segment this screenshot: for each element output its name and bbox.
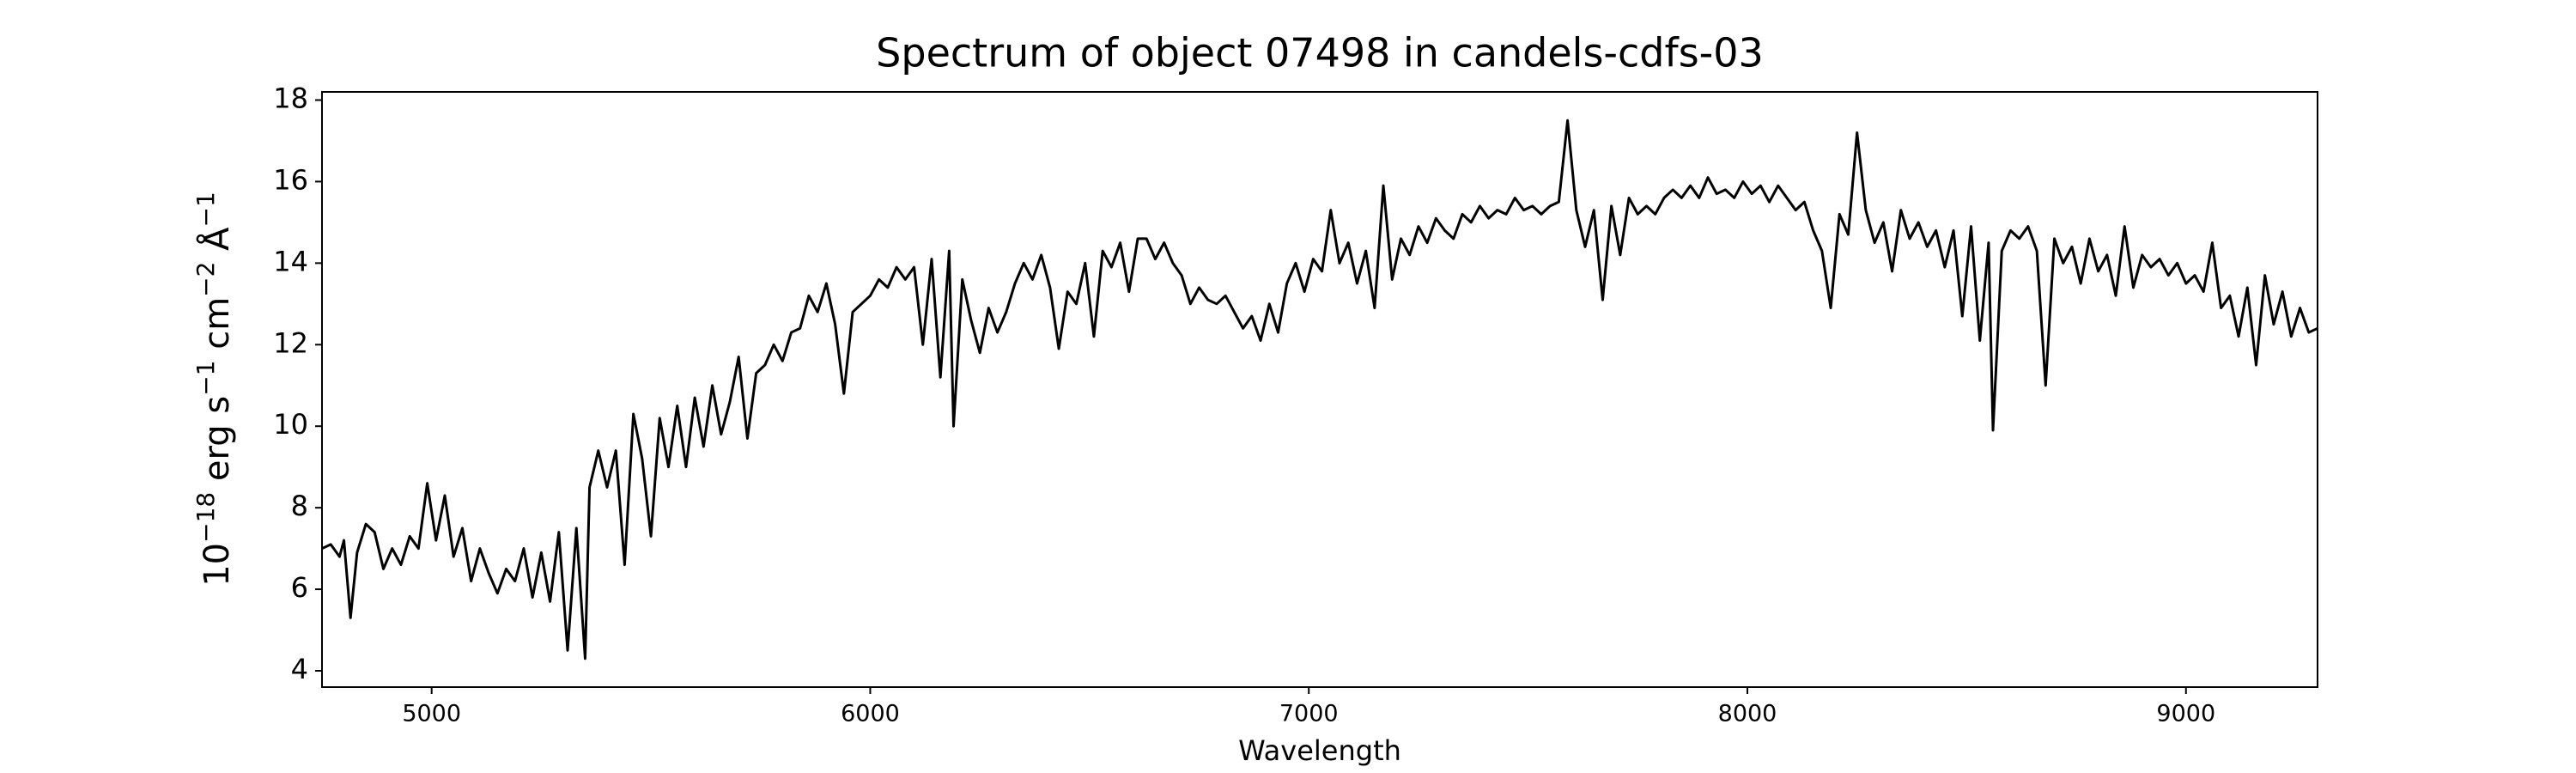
x-tick-label: 5000 bbox=[402, 701, 461, 727]
x-tick-label: 6000 bbox=[841, 701, 900, 727]
y-tick-label: 8 bbox=[291, 490, 308, 522]
y-tick-label: 6 bbox=[291, 571, 308, 604]
y-label-exponent: −1 bbox=[191, 192, 220, 227]
x-tick-label: 8000 bbox=[1718, 701, 1777, 727]
y-tick-label: 12 bbox=[273, 326, 308, 359]
y-label-text: 10 bbox=[197, 543, 237, 587]
y-axis-label: 10−18 erg s−1 cm−2 Å−1 bbox=[191, 192, 237, 587]
chart-title: Spectrum of object 07498 in candels-cdfs… bbox=[876, 30, 1764, 76]
plot-frame bbox=[321, 91, 2318, 688]
x-tick-label: 7000 bbox=[1279, 701, 1339, 727]
y-tick-label: 4 bbox=[291, 653, 308, 685]
y-tick-label: 18 bbox=[273, 82, 308, 114]
y-tick-label: 10 bbox=[273, 408, 308, 441]
y-label-text: cm bbox=[197, 297, 237, 361]
y-label-exponent: −2 bbox=[191, 262, 220, 297]
spectrum-line bbox=[321, 119, 2318, 660]
y-tick-label: 16 bbox=[273, 163, 308, 196]
y-label-text: erg s bbox=[197, 396, 237, 492]
x-tick-label: 9000 bbox=[2156, 701, 2215, 727]
x-axis-label: Wavelength bbox=[1238, 734, 1401, 767]
y-label-exponent: −1 bbox=[191, 361, 220, 396]
y-label-exponent: −18 bbox=[191, 492, 220, 543]
y-tick-label: 14 bbox=[273, 245, 308, 277]
y-label-text: Å bbox=[196, 227, 237, 262]
